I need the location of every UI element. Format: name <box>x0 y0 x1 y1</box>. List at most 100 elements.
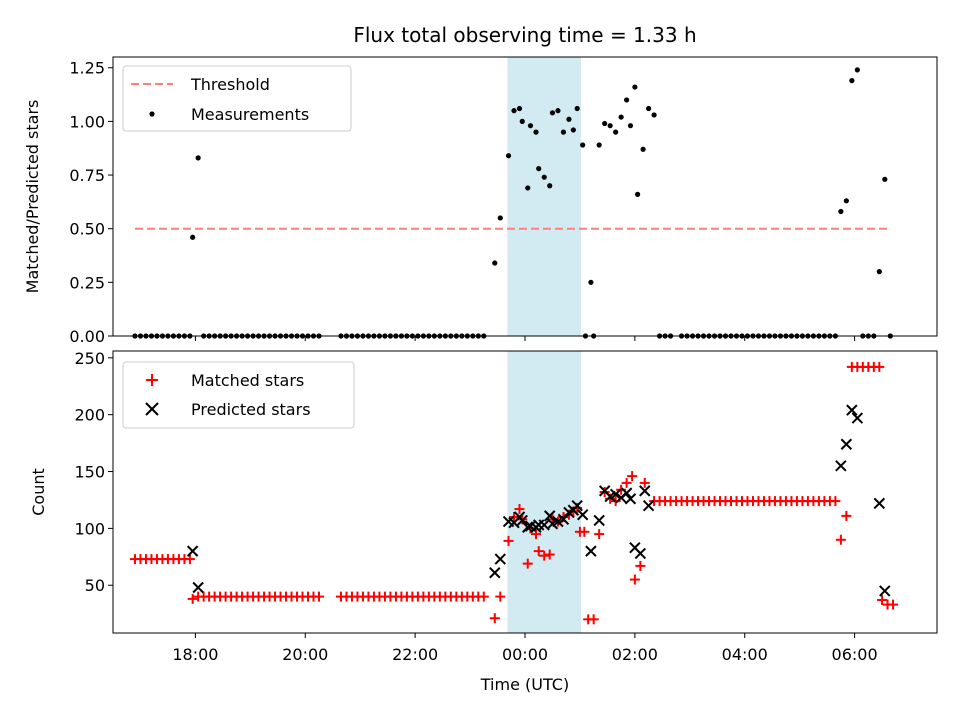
count-legend: Matched stars Predicted stars <box>122 361 355 429</box>
measurement-point <box>624 97 630 103</box>
measurement-point <box>607 123 613 129</box>
predicted-star-point <box>846 404 858 416</box>
ratio-panel: 0.00 0.25 0.50 0.75 1.00 1.25 Matched/Predict… <box>23 56 938 346</box>
measurement-point <box>497 215 503 221</box>
ratio-x-ticks <box>194 336 856 341</box>
measurement-points <box>132 67 893 339</box>
predicted-star-point <box>489 567 501 579</box>
predicted-star-point <box>840 438 853 450</box>
measurement-point <box>843 198 849 204</box>
measurement-point <box>195 155 201 161</box>
matched-star-point <box>635 560 646 571</box>
matched-star-point <box>478 591 489 602</box>
measurement-point <box>635 191 641 197</box>
count-y-ticks: 50 100 150 200 250 <box>74 349 113 595</box>
legend-predicted-swatch <box>145 402 159 416</box>
predicted-star-point <box>642 499 655 512</box>
measurement-point <box>516 105 523 112</box>
x-tick-label: 18:00 <box>172 645 218 664</box>
measurement-point <box>882 176 888 182</box>
ratio-legend-box <box>122 65 352 132</box>
matched-star-point <box>314 591 324 602</box>
measurement-point <box>527 123 534 129</box>
measurement-point <box>549 110 556 116</box>
matched-star-point <box>841 510 852 521</box>
observing-window-shade <box>507 57 582 336</box>
matched-star-point <box>503 535 514 546</box>
predicted-star-point <box>571 499 583 512</box>
matched-star-point <box>522 558 533 569</box>
predicted-star-point <box>851 412 864 424</box>
measurement-point <box>627 123 634 129</box>
count-y-axis-label: Count <box>29 468 48 516</box>
measurement-point <box>613 129 619 135</box>
y-tick-label: 1.00 <box>69 112 105 131</box>
legend-matched-label: Matched stars <box>191 371 304 390</box>
observing-window-shade-bottom <box>507 351 582 633</box>
y-tick-label: 150 <box>74 463 105 482</box>
measurement-point <box>876 269 882 275</box>
measurement-point <box>651 112 657 118</box>
measurement-point <box>632 84 638 90</box>
y-tick-label: 0.75 <box>69 166 105 185</box>
measurement-point <box>854 67 860 73</box>
measurement-point <box>838 208 844 215</box>
predicted-star-point <box>494 553 506 565</box>
matched-star-point <box>874 361 885 372</box>
predicted-star-point <box>873 497 886 510</box>
measurement-point <box>849 78 855 84</box>
measurement-point <box>541 174 547 180</box>
y-tick-label: 0.00 <box>69 327 105 346</box>
matched-stars-points <box>129 361 899 625</box>
x-tick-label: 22:00 <box>392 645 438 664</box>
predicted-star-point <box>835 460 847 472</box>
measurement-point <box>525 185 531 191</box>
measurement-point <box>560 129 567 135</box>
measurement-point <box>640 146 646 152</box>
y-tick-label: 50 <box>85 576 105 595</box>
matched-star-point <box>533 546 544 557</box>
x-tick-label: 20:00 <box>282 645 328 664</box>
predicted-stars-points <box>186 404 891 597</box>
ratio-legend: Threshold Measurements <box>122 65 352 132</box>
predicted-star-point <box>639 485 651 497</box>
matched-star-point <box>187 593 198 604</box>
matched-star-point <box>495 591 506 602</box>
y-tick-label: 0.50 <box>69 220 105 239</box>
predicted-star-point <box>593 514 605 527</box>
predicted-star-point <box>576 509 589 521</box>
predicted-star-point <box>634 547 647 560</box>
matched-star-point <box>579 526 590 537</box>
matched-star-point <box>877 595 888 606</box>
measurement-point <box>190 234 196 240</box>
predicted-star-point <box>609 488 622 500</box>
matched-star-point <box>594 529 605 540</box>
measurement-point <box>547 183 553 189</box>
matched-star-point <box>539 550 550 561</box>
measurement-point <box>505 153 512 159</box>
matched-star-point <box>830 496 841 507</box>
x-tick-label: 00:00 <box>502 645 548 664</box>
predicted-star-point <box>192 581 204 594</box>
measurement-point <box>618 114 624 120</box>
ratio-y-ticks: 0.00 0.25 0.50 0.75 1.00 1.25 <box>69 59 113 346</box>
matched-star-point <box>888 599 899 610</box>
measurement-point <box>555 108 561 114</box>
ratio-y-axis-label: Matched/Predicted stars <box>23 100 42 294</box>
legend-threshold-label: Threshold <box>190 75 270 94</box>
y-tick-label: 250 <box>74 349 105 368</box>
count-legend-box <box>122 361 355 429</box>
matched-star-point <box>639 477 650 488</box>
measurement-point <box>574 105 580 112</box>
predicted-star-point <box>522 521 534 533</box>
matched-star-point <box>588 614 599 625</box>
x-tick-label: 02:00 <box>612 645 658 664</box>
matched-star-point <box>530 529 541 540</box>
measurement-point <box>646 105 652 112</box>
measurement-point <box>492 260 498 266</box>
matched-star-point <box>627 471 638 482</box>
predicted-star-point <box>544 510 556 522</box>
matched-star-point <box>629 574 640 585</box>
predicted-star-point <box>585 545 597 557</box>
measurement-point <box>596 142 602 148</box>
